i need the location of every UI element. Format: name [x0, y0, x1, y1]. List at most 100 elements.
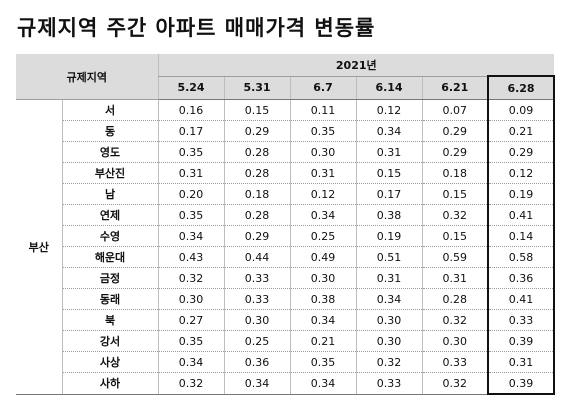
district-label: 부산진 — [61, 162, 159, 184]
value-cell: 0.21 — [289, 330, 357, 352]
value-cell: 0.12 — [355, 99, 423, 121]
value-cell: 0.58 — [487, 246, 556, 268]
value-cell: 0.51 — [355, 246, 423, 268]
value-cell: 0.36 — [487, 267, 556, 289]
value-cell: 0.29 — [223, 225, 291, 247]
value-cell: 0.34 — [289, 204, 357, 226]
date-header: 6.21 — [421, 76, 489, 100]
value-cell: 0.30 — [223, 309, 291, 331]
table-row: 연제 0.35 0.28 0.34 0.38 0.32 0.41 — [16, 204, 556, 226]
value-cell: 0.12 — [487, 162, 556, 184]
value-cell: 0.34 — [223, 372, 291, 395]
value-cell: 0.17 — [355, 183, 423, 205]
value-cell: 0.15 — [421, 183, 489, 205]
district-label: 남 — [61, 183, 159, 205]
table-row: 강서 0.35 0.25 0.21 0.30 0.30 0.39 — [16, 330, 556, 352]
value-cell: 0.35 — [289, 120, 357, 142]
district-label: 해운대 — [61, 246, 159, 268]
value-cell: 0.38 — [355, 204, 423, 226]
district-label: 금정 — [61, 267, 159, 289]
district-label: 동래 — [61, 288, 159, 310]
district-label: 동 — [61, 120, 159, 142]
value-cell: 0.32 — [421, 372, 489, 395]
value-cell: 0.44 — [223, 246, 291, 268]
value-cell: 0.31 — [289, 162, 357, 184]
header-row-year: 규제지역 2021년 — [16, 54, 555, 100]
year-header: 2021년 — [157, 54, 555, 77]
value-cell: 0.33 — [421, 351, 489, 373]
value-cell: 0.32 — [157, 267, 225, 289]
table-row: 북 0.27 0.30 0.34 0.30 0.32 0.33 — [16, 309, 556, 331]
date-header-highlighted: 6.28 — [487, 75, 556, 100]
value-cell: 0.28 — [421, 288, 489, 310]
value-cell: 0.34 — [355, 288, 423, 310]
corner-label: 규제지역 — [16, 54, 159, 100]
value-cell: 0.28 — [223, 204, 291, 226]
table-row: 부산진 0.31 0.28 0.31 0.15 0.18 0.12 — [16, 162, 556, 184]
value-cell: 0.31 — [157, 162, 225, 184]
value-cell: 0.39 — [487, 330, 556, 352]
value-cell: 0.29 — [421, 141, 489, 163]
district-label: 수영 — [61, 225, 159, 247]
value-cell: 0.43 — [157, 246, 225, 268]
value-cell: 0.35 — [157, 204, 225, 226]
value-cell: 0.31 — [487, 351, 556, 373]
value-cell: 0.15 — [223, 99, 291, 121]
value-cell: 0.32 — [355, 351, 423, 373]
value-cell: 0.29 — [223, 120, 291, 142]
table-row: 해운대 0.43 0.44 0.49 0.51 0.59 0.58 — [16, 246, 556, 268]
district-label: 사하 — [61, 372, 159, 395]
value-cell: 0.59 — [421, 246, 489, 268]
district-label: 사상 — [61, 351, 159, 373]
value-cell: 0.34 — [289, 372, 357, 395]
table-row: 동 0.17 0.29 0.35 0.34 0.29 0.21 — [16, 120, 556, 142]
value-cell: 0.31 — [421, 267, 489, 289]
page-title: 규제지역 주간 아파트 매매가격 변동률 — [17, 16, 376, 40]
table-row: 남 0.20 0.18 0.12 0.17 0.15 0.19 — [16, 183, 556, 205]
district-label: 영도 — [61, 141, 159, 163]
value-cell: 0.09 — [487, 99, 556, 121]
value-cell: 0.07 — [421, 99, 489, 121]
value-cell: 0.18 — [223, 183, 291, 205]
table-row: 부산 서 0.16 0.15 0.11 0.12 0.07 0.09 — [16, 99, 556, 395]
value-cell: 0.32 — [421, 309, 489, 331]
value-cell: 0.30 — [355, 330, 423, 352]
value-cell: 0.30 — [157, 288, 225, 310]
value-cell: 0.15 — [355, 162, 423, 184]
table-row: 동래 0.30 0.33 0.38 0.34 0.28 0.41 — [16, 288, 556, 310]
value-cell: 0.18 — [421, 162, 489, 184]
value-cell: 0.34 — [157, 225, 225, 247]
date-header: 6.14 — [355, 76, 423, 100]
value-cell: 0.49 — [289, 246, 357, 268]
value-cell: 0.35 — [289, 351, 357, 373]
value-cell: 0.34 — [289, 309, 357, 331]
date-header: 5.31 — [223, 76, 291, 100]
value-cell: 0.32 — [157, 372, 225, 395]
date-header: 5.24 — [157, 76, 225, 100]
value-cell: 0.29 — [421, 120, 489, 142]
value-cell: 0.20 — [157, 183, 225, 205]
value-cell: 0.17 — [157, 120, 225, 142]
value-cell: 0.12 — [289, 183, 357, 205]
value-cell: 0.33 — [223, 267, 291, 289]
table-row: 수영 0.34 0.29 0.25 0.19 0.15 0.14 — [16, 225, 556, 247]
value-cell: 0.33 — [355, 372, 423, 395]
value-cell: 0.30 — [421, 330, 489, 352]
table-row: 금정 0.32 0.33 0.30 0.31 0.31 0.36 — [16, 267, 556, 289]
value-cell: 0.33 — [487, 309, 556, 331]
value-cell: 0.27 — [157, 309, 225, 331]
value-cell: 0.19 — [487, 183, 556, 205]
value-cell: 0.25 — [223, 330, 291, 352]
date-header: 6.7 — [289, 76, 357, 100]
value-cell: 0.41 — [487, 288, 556, 310]
value-cell: 0.19 — [355, 225, 423, 247]
value-cell: 0.34 — [355, 120, 423, 142]
value-cell: 0.39 — [487, 372, 556, 395]
value-cell: 0.30 — [355, 309, 423, 331]
region-label: 부산 — [16, 99, 62, 395]
value-cell: 0.25 — [289, 225, 357, 247]
value-cell: 0.38 — [289, 288, 357, 310]
value-cell: 0.35 — [157, 141, 225, 163]
value-cell: 0.31 — [355, 267, 423, 289]
table-row: 영도 0.35 0.28 0.30 0.31 0.29 0.29 — [16, 141, 556, 163]
